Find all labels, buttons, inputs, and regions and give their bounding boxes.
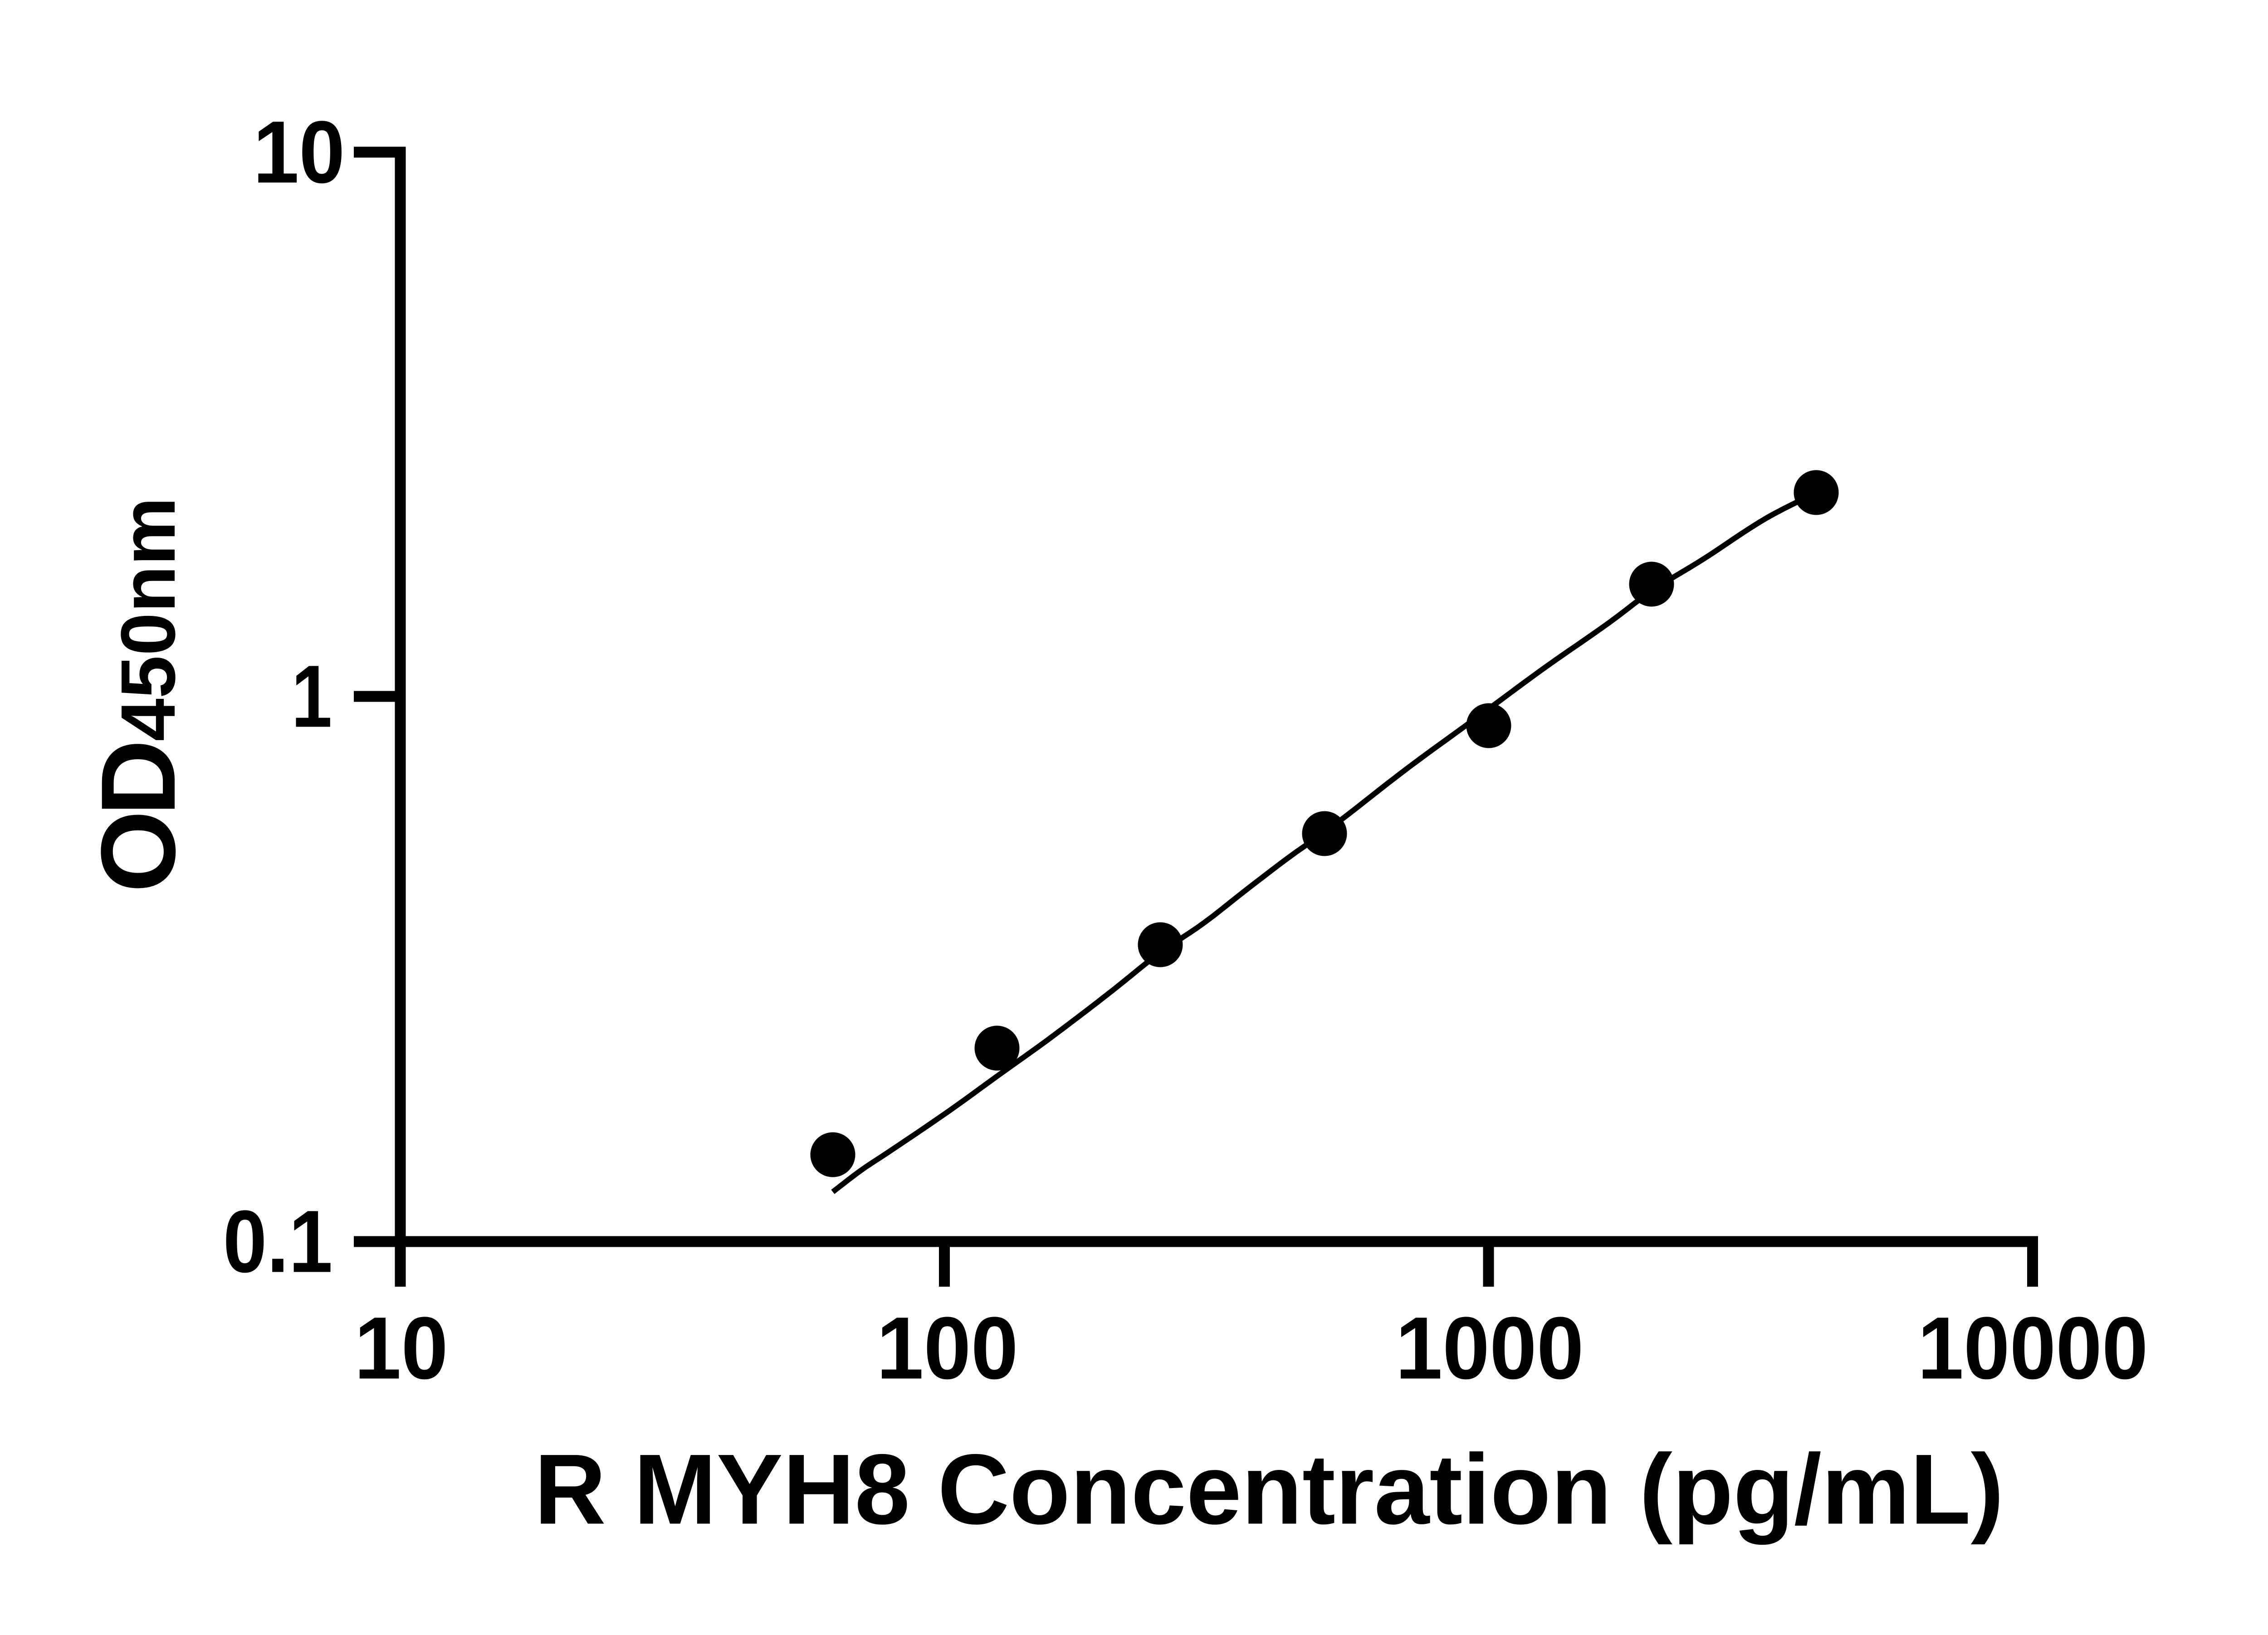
svg-text:100: 100 (876, 1299, 1018, 1398)
svg-text:1: 1 (291, 647, 332, 746)
svg-text:R MYH8 Concentration (pg/mL): R MYH8 Concentration (pg/mL) (534, 1434, 2004, 1545)
svg-text:10000: 10000 (1917, 1299, 2148, 1398)
svg-text:1000: 1000 (1395, 1299, 1584, 1398)
svg-text:OD450nm: OD450nm (79, 497, 197, 893)
svg-text:10: 10 (354, 1299, 448, 1398)
svg-text:0.1: 0.1 (223, 1192, 333, 1291)
svg-text:10: 10 (253, 103, 345, 202)
